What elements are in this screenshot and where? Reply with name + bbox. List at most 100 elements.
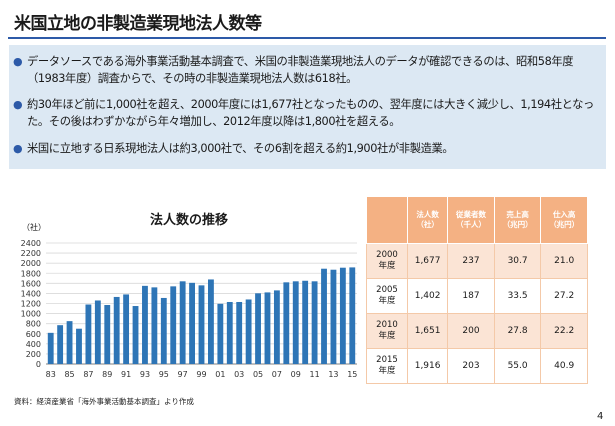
- bullet-box: ● データソースである海外事業活動基本調査で、米国の非製造業現地法人のデータが確…: [9, 45, 606, 169]
- bar: [245, 299, 252, 364]
- bullet-text: 米国に立地する日系現地法人は約3,000社で、その6割を超える約1,900社が非…: [27, 142, 454, 155]
- table-year-cell: 2015 年度: [366, 348, 408, 384]
- table-year-cell: 2005 年度: [366, 278, 408, 314]
- bullet-text: 約30年ほど前に1,000社を超え、2000年度には1,677社となったものの、…: [27, 98, 594, 128]
- bar: [330, 269, 337, 364]
- y-tick-label: 200: [26, 350, 41, 359]
- x-tick-label: 13: [328, 370, 338, 379]
- table-header-cell: 売上高 （兆円）: [493, 196, 542, 244]
- bar: [236, 301, 243, 364]
- page-title: 米国立地の非製造業現地法人数等: [14, 14, 262, 34]
- x-tick-label: 09: [291, 370, 301, 379]
- bar: [179, 281, 186, 364]
- title-underline: [8, 37, 606, 39]
- bullet-item: ● 約30年ほど前に1,000社を超え、2000年度には1,677社となったもの…: [13, 96, 599, 130]
- table-header-cell: 法人数 （社）: [406, 196, 449, 244]
- y-tick-label: 2400: [21, 239, 41, 248]
- bar: [94, 300, 101, 364]
- bar: [349, 267, 356, 364]
- table-cell: 1,402: [406, 278, 449, 314]
- table-corner: [366, 196, 408, 244]
- bar: [273, 290, 280, 364]
- bar: [57, 325, 64, 364]
- table-cell: 40.9: [540, 348, 588, 384]
- x-tick-label: 83: [46, 370, 56, 379]
- table-row: 2000 年度 1,677 237 30.7 21.0: [366, 243, 588, 279]
- table-cell: 200: [447, 313, 495, 349]
- y-tick-label: 2000: [21, 259, 41, 268]
- bar: [85, 304, 92, 364]
- x-tick-label: 15: [347, 370, 357, 379]
- y-tick-label: 2200: [21, 249, 41, 258]
- table-cell: 1,677: [406, 243, 449, 279]
- y-tick-label: 1000: [21, 310, 41, 319]
- bar: [189, 282, 195, 364]
- x-tick-label: 91: [121, 370, 131, 379]
- table-header-row: 法人数 （社） 従業者数 （千人） 売上高 （兆円） 仕入高 （兆円）: [366, 196, 588, 244]
- bar: [123, 294, 130, 364]
- bar: [76, 328, 82, 364]
- bullet-item: ● データソースである海外事業活動基本調査で、米国の非製造業現地法人のデータが確…: [13, 53, 599, 87]
- bar: [302, 280, 309, 364]
- bullet-dot-icon: ●: [13, 55, 23, 68]
- x-tick-label: 93: [140, 370, 150, 379]
- x-tick-label: 07: [272, 370, 282, 379]
- bar: [226, 301, 233, 364]
- table-cell: 21.0: [540, 243, 588, 279]
- bar: [339, 267, 346, 364]
- bar: [255, 293, 261, 364]
- x-tick-label: 85: [64, 370, 74, 379]
- bar: [113, 296, 120, 364]
- table-year-cell: 2010 年度: [366, 313, 408, 349]
- x-tick-label: 95: [159, 370, 169, 379]
- bar: [151, 287, 158, 364]
- y-tick-label: 600: [26, 330, 41, 339]
- x-tick-label: 87: [83, 370, 93, 379]
- table-header-cell: 仕入高 （兆円）: [540, 196, 588, 244]
- table-row: 2005 年度 1,402 187 33.5 27.2: [366, 278, 588, 314]
- bar: [264, 292, 271, 364]
- x-tick-label: 03: [234, 370, 244, 379]
- source-note: 資料：経済産業省「海外事業活動基本調査」より作成: [14, 397, 194, 406]
- y-tick-label: 1800: [21, 269, 41, 278]
- y-tick-label: 0: [36, 360, 41, 369]
- x-tick-label: 05: [253, 370, 263, 379]
- summary-table: 法人数 （社） 従業者数 （千人） 売上高 （兆円） 仕入高 （兆円） 2000 年度 1,677…: [366, 196, 588, 384]
- x-tick-label: 01: [215, 370, 225, 379]
- bar: [132, 306, 139, 364]
- bar: [142, 285, 148, 364]
- bar: [160, 297, 167, 364]
- bar: [321, 268, 327, 364]
- y-tick-label: 1600: [21, 279, 41, 288]
- table-cell: 203: [447, 348, 495, 384]
- table-cell: 30.7: [493, 243, 542, 279]
- chart-title: 法人数の推移: [150, 213, 229, 228]
- bar: [66, 321, 73, 364]
- bar: [198, 285, 205, 364]
- y-tick-label: 800: [26, 320, 41, 329]
- table-cell: 27.2: [540, 278, 588, 314]
- table-row: 2015 年度 1,916 203 55.0 40.9: [366, 348, 588, 384]
- bullet-dot-icon: ●: [13, 142, 23, 155]
- bar: [47, 332, 54, 364]
- table-cell: 33.5: [493, 278, 542, 314]
- page-number: 4: [597, 411, 604, 422]
- x-tick-label: 99: [196, 370, 206, 379]
- table-cell: 187: [447, 278, 495, 314]
- table-header-cell: 従業者数 （千人）: [447, 196, 495, 244]
- bar: [311, 281, 318, 364]
- x-tick-label: 89: [102, 370, 112, 379]
- table-cell: 1,916: [406, 348, 449, 384]
- x-tick-label: 97: [178, 370, 188, 379]
- bar: [104, 305, 111, 364]
- table-cell: 1,651: [406, 313, 449, 349]
- table-cell: 55.0: [493, 348, 542, 384]
- bar: [217, 303, 224, 364]
- bullet-item: ● 米国に立地する日系現地法人は約3,000社で、その6割を超える約1,900社…: [13, 140, 599, 157]
- table-cell: 22.2: [540, 313, 588, 349]
- table-row: 2010 年度 1,651 200 27.8 22.2: [366, 313, 588, 349]
- y-axis-unit: （社）: [22, 223, 46, 232]
- table-year-cell: 2000 年度: [366, 243, 408, 279]
- y-tick-label: 1200: [21, 300, 41, 309]
